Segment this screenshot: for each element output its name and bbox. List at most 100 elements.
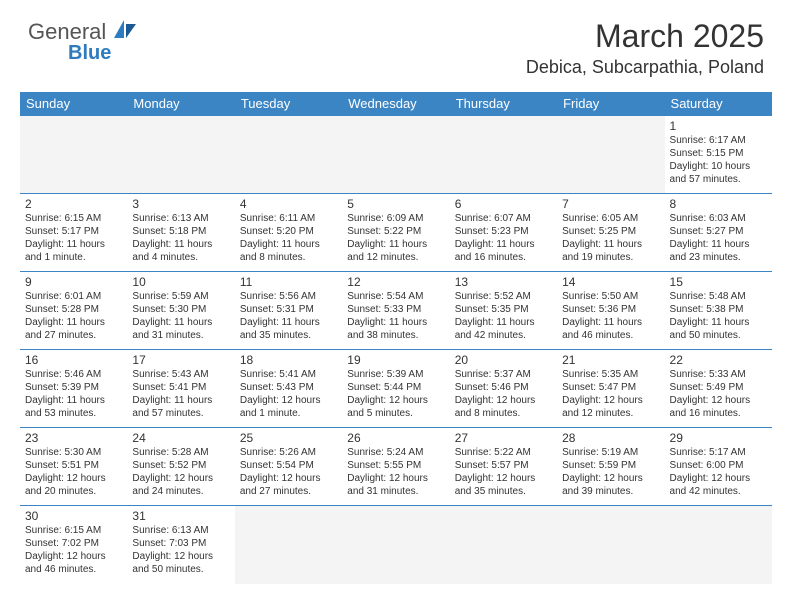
sunset-line: Sunset: 5:28 PM [25, 304, 122, 317]
daylight-line: Daylight: 11 hours and 53 minutes. [25, 395, 122, 421]
calendar-cell: 25Sunrise: 5:26 AMSunset: 5:54 PMDayligh… [235, 428, 342, 506]
calendar-row: 1Sunrise: 6:17 AMSunset: 5:15 PMDaylight… [20, 116, 772, 194]
day-number: 25 [240, 431, 337, 446]
day-number: 4 [240, 197, 337, 212]
day-number: 31 [132, 509, 229, 524]
calendar-row: 30Sunrise: 6:15 AMSunset: 7:02 PMDayligh… [20, 506, 772, 584]
daylight-line: Daylight: 11 hours and 35 minutes. [240, 317, 337, 343]
daylight-line: Daylight: 12 hours and 42 minutes. [670, 473, 767, 499]
day-header: Wednesday [342, 92, 449, 116]
calendar-row: 9Sunrise: 6:01 AMSunset: 5:28 PMDaylight… [20, 272, 772, 350]
calendar-cell: 12Sunrise: 5:54 AMSunset: 5:33 PMDayligh… [342, 272, 449, 350]
day-number: 22 [670, 353, 767, 368]
calendar-cell-blank [342, 116, 449, 194]
day-number: 5 [347, 197, 444, 212]
day-header: Saturday [665, 92, 772, 116]
sunrise-line: Sunrise: 5:28 AM [132, 447, 229, 460]
day-header: Thursday [450, 92, 557, 116]
sunset-line: Sunset: 5:36 PM [562, 304, 659, 317]
calendar-cell-blank [342, 506, 449, 584]
location: Debica, Subcarpathia, Poland [526, 57, 764, 78]
sunset-line: Sunset: 6:00 PM [670, 460, 767, 473]
calendar-cell: 6Sunrise: 6:07 AMSunset: 5:23 PMDaylight… [450, 194, 557, 272]
day-header: Monday [127, 92, 234, 116]
day-number: 27 [455, 431, 552, 446]
calendar-cell: 4Sunrise: 6:11 AMSunset: 5:20 PMDaylight… [235, 194, 342, 272]
day-number: 21 [562, 353, 659, 368]
calendar-cell: 16Sunrise: 5:46 AMSunset: 5:39 PMDayligh… [20, 350, 127, 428]
calendar-cell: 26Sunrise: 5:24 AMSunset: 5:55 PMDayligh… [342, 428, 449, 506]
daylight-line: Daylight: 11 hours and 8 minutes. [240, 239, 337, 265]
sunrise-line: Sunrise: 5:41 AM [240, 369, 337, 382]
day-number: 17 [132, 353, 229, 368]
daylight-line: Daylight: 12 hours and 1 minute. [240, 395, 337, 421]
sunrise-line: Sunrise: 6:15 AM [25, 525, 122, 538]
sunrise-line: Sunrise: 6:03 AM [670, 213, 767, 226]
sunrise-line: Sunrise: 5:46 AM [25, 369, 122, 382]
daylight-line: Daylight: 12 hours and 39 minutes. [562, 473, 659, 499]
day-number: 14 [562, 275, 659, 290]
logo-sail-icon [112, 18, 138, 46]
sunset-line: Sunset: 5:17 PM [25, 226, 122, 239]
calendar-cell: 31Sunrise: 6:13 AMSunset: 7:03 PMDayligh… [127, 506, 234, 584]
page-header: General March 2025 Debica, Subcarpathia,… [0, 0, 792, 86]
sunrise-line: Sunrise: 5:59 AM [132, 291, 229, 304]
daylight-line: Daylight: 12 hours and 27 minutes. [240, 473, 337, 499]
sunrise-line: Sunrise: 5:24 AM [347, 447, 444, 460]
day-number: 19 [347, 353, 444, 368]
sunset-line: Sunset: 5:35 PM [455, 304, 552, 317]
calendar-cell: 9Sunrise: 6:01 AMSunset: 5:28 PMDaylight… [20, 272, 127, 350]
sunset-line: Sunset: 5:49 PM [670, 382, 767, 395]
sunrise-line: Sunrise: 5:22 AM [455, 447, 552, 460]
day-header: Tuesday [235, 92, 342, 116]
calendar-cell: 14Sunrise: 5:50 AMSunset: 5:36 PMDayligh… [557, 272, 664, 350]
sunset-line: Sunset: 5:39 PM [25, 382, 122, 395]
calendar-cell: 28Sunrise: 5:19 AMSunset: 5:59 PMDayligh… [557, 428, 664, 506]
day-number: 28 [562, 431, 659, 446]
day-number: 30 [25, 509, 122, 524]
calendar-cell-blank [557, 116, 664, 194]
calendar-body: 1Sunrise: 6:17 AMSunset: 5:15 PMDaylight… [20, 116, 772, 584]
sunrise-line: Sunrise: 5:50 AM [562, 291, 659, 304]
sunrise-line: Sunrise: 5:54 AM [347, 291, 444, 304]
calendar-cell: 20Sunrise: 5:37 AMSunset: 5:46 PMDayligh… [450, 350, 557, 428]
calendar-cell: 18Sunrise: 5:41 AMSunset: 5:43 PMDayligh… [235, 350, 342, 428]
sunset-line: Sunset: 5:33 PM [347, 304, 444, 317]
sunrise-line: Sunrise: 5:33 AM [670, 369, 767, 382]
calendar-cell: 15Sunrise: 5:48 AMSunset: 5:38 PMDayligh… [665, 272, 772, 350]
daylight-line: Daylight: 11 hours and 4 minutes. [132, 239, 229, 265]
sunset-line: Sunset: 5:43 PM [240, 382, 337, 395]
sunrise-line: Sunrise: 6:13 AM [132, 525, 229, 538]
daylight-line: Daylight: 12 hours and 31 minutes. [347, 473, 444, 499]
daylight-line: Daylight: 11 hours and 46 minutes. [562, 317, 659, 343]
sunrise-line: Sunrise: 6:01 AM [25, 291, 122, 304]
logo-blue-wrap: Blue [68, 42, 111, 65]
calendar-cell: 19Sunrise: 5:39 AMSunset: 5:44 PMDayligh… [342, 350, 449, 428]
sunset-line: Sunset: 5:18 PM [132, 226, 229, 239]
daylight-line: Daylight: 10 hours and 57 minutes. [670, 161, 767, 187]
sunset-line: Sunset: 5:51 PM [25, 460, 122, 473]
sunset-line: Sunset: 5:44 PM [347, 382, 444, 395]
day-header: Sunday [20, 92, 127, 116]
sunrise-line: Sunrise: 5:35 AM [562, 369, 659, 382]
sunrise-line: Sunrise: 5:17 AM [670, 447, 767, 460]
day-number: 23 [25, 431, 122, 446]
day-number: 16 [25, 353, 122, 368]
calendar-cell: 10Sunrise: 5:59 AMSunset: 5:30 PMDayligh… [127, 272, 234, 350]
calendar-cell: 2Sunrise: 6:15 AMSunset: 5:17 PMDaylight… [20, 194, 127, 272]
sunset-line: Sunset: 5:15 PM [670, 148, 767, 161]
sunset-line: Sunset: 5:59 PM [562, 460, 659, 473]
day-number: 3 [132, 197, 229, 212]
day-number: 10 [132, 275, 229, 290]
sunrise-line: Sunrise: 6:13 AM [132, 213, 229, 226]
sunrise-line: Sunrise: 6:17 AM [670, 135, 767, 148]
daylight-line: Daylight: 12 hours and 46 minutes. [25, 551, 122, 577]
calendar-row: 2Sunrise: 6:15 AMSunset: 5:17 PMDaylight… [20, 194, 772, 272]
daylight-line: Daylight: 11 hours and 31 minutes. [132, 317, 229, 343]
sunset-line: Sunset: 7:03 PM [132, 538, 229, 551]
daylight-line: Daylight: 11 hours and 12 minutes. [347, 239, 444, 265]
daylight-line: Daylight: 11 hours and 27 minutes. [25, 317, 122, 343]
day-number: 8 [670, 197, 767, 212]
calendar-cell-blank [127, 116, 234, 194]
sunrise-line: Sunrise: 6:09 AM [347, 213, 444, 226]
